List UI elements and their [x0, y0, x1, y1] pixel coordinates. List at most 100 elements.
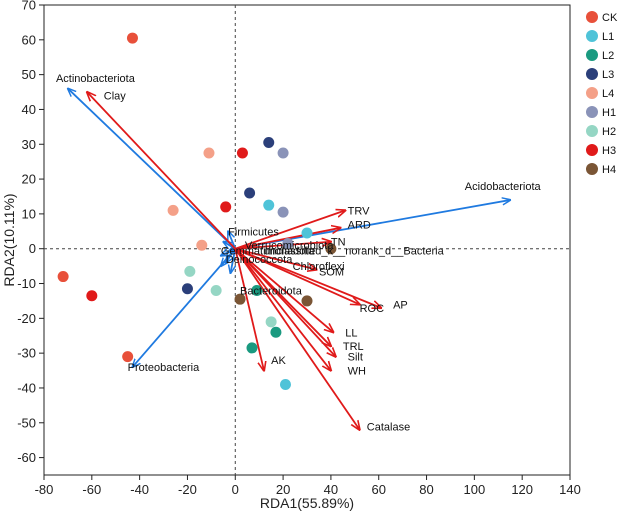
x-tick-label: -80: [35, 482, 54, 497]
sample-point: [282, 237, 294, 249]
x-tick-label: -40: [130, 482, 149, 497]
y-tick-label: 70: [22, 0, 36, 13]
y-tick-label: -40: [17, 380, 36, 395]
vector-label: Verrucomicrobiota: [245, 240, 335, 252]
y-tick-label: 30: [22, 137, 36, 152]
vector-label: ARD: [348, 219, 371, 231]
sample-point: [246, 342, 258, 354]
env-arrow: [235, 247, 316, 270]
vector-label: Proteobacteria: [128, 362, 200, 374]
y-tick-label: -10: [17, 276, 36, 291]
vector-label: Actinobacteriota: [56, 73, 136, 85]
x-tick-label: 40: [324, 482, 338, 497]
y-tick-label: 40: [22, 102, 36, 117]
y-tick-label: -30: [17, 346, 36, 361]
sample-point: [244, 187, 256, 199]
x-tick-label: 80: [419, 482, 433, 497]
y-tick-label: 50: [22, 67, 36, 82]
env-arrow: [234, 248, 335, 357]
sample-point: [203, 147, 215, 159]
y-tick-label: -50: [17, 415, 36, 430]
sample-point: [210, 284, 222, 296]
species-arrow: [132, 248, 236, 367]
legend-label: L1: [602, 31, 614, 43]
legend-label: L2: [602, 50, 614, 62]
vector-label: Chloroflexi: [293, 261, 345, 273]
sample-point: [270, 326, 282, 338]
legend-label: H2: [602, 126, 616, 138]
vector-label: Acidobacteriota: [465, 181, 542, 193]
legend-label: H1: [602, 107, 616, 119]
env-arrow: [234, 248, 333, 333]
legend-label: L3: [602, 69, 614, 81]
x-tick-label: 140: [559, 482, 581, 497]
vector-label: Firmicutes: [228, 226, 279, 238]
legend-marker: [586, 68, 598, 80]
legend-label: L4: [602, 88, 614, 100]
vector-label: WH: [348, 366, 366, 378]
sample-point: [57, 271, 69, 283]
legend-marker: [586, 49, 598, 61]
env-arrow: [234, 248, 264, 371]
vector-label: Silt: [348, 352, 363, 364]
legend-marker: [586, 163, 598, 175]
sample-point: [251, 284, 263, 296]
sample-point: [220, 201, 232, 213]
vector-label: ROC: [360, 303, 385, 315]
env-arrow: [234, 210, 345, 250]
species-arrow: [235, 200, 510, 250]
legend-marker: [586, 11, 598, 23]
legend-marker: [586, 106, 598, 118]
sample-point: [325, 243, 337, 255]
sample-point: [265, 316, 277, 328]
sample-point: [126, 32, 138, 44]
sample-point: [263, 199, 275, 211]
legend-label: CK: [602, 12, 618, 24]
species-arrow: [68, 89, 236, 250]
x-tick-label: -60: [82, 482, 101, 497]
legend-label: H3: [602, 145, 616, 157]
vector-label: Catalase: [367, 421, 410, 433]
y-tick-label: 20: [22, 172, 36, 187]
env-arrow: [234, 248, 331, 371]
sample-point: [277, 147, 289, 159]
species-arrow: [228, 249, 235, 252]
vector-label: TN: [331, 237, 346, 249]
y-tick-label: 10: [22, 206, 36, 221]
vector-label: TRV: [348, 205, 370, 217]
env-arrow: [234, 247, 381, 308]
sample-point: [301, 227, 313, 239]
legend-marker: [586, 30, 598, 42]
env-arrow: [234, 248, 359, 430]
legend-label: H4: [602, 164, 616, 176]
sample-point: [167, 204, 179, 216]
y-tick-label: -60: [17, 450, 36, 465]
vector-label: Gemmatimonadota: [221, 245, 315, 257]
y-tick-label: 0: [29, 241, 36, 256]
vector-label: LL: [345, 327, 357, 339]
x-tick-label: 120: [511, 482, 533, 497]
sample-point: [236, 147, 248, 159]
sample-point: [301, 295, 313, 307]
env-arrow: [87, 92, 236, 250]
vector-label: Bacteroidota: [240, 285, 303, 297]
legend-marker: [586, 125, 598, 137]
vector-label: AP: [393, 299, 408, 311]
vector-label: unclassified_k__norank_d__Bacteria: [264, 245, 445, 257]
x-tick-label: 100: [464, 482, 486, 497]
vector-label: AK: [271, 355, 286, 367]
sample-point: [234, 293, 246, 305]
x-tick-label: 60: [371, 482, 385, 497]
x-tick-label: 0: [232, 482, 239, 497]
x-tick-label: -20: [178, 482, 197, 497]
sample-point: [86, 290, 98, 302]
vector-label: SOM: [319, 266, 344, 278]
x-tick-label: 20: [276, 482, 290, 497]
y-tick-label: 60: [22, 32, 36, 47]
y-tick-label: -20: [17, 311, 36, 326]
x-axis-title: RDA1(55.89%): [260, 495, 354, 511]
sample-point: [122, 351, 134, 363]
vector-label: TRL: [343, 341, 364, 353]
sample-point: [196, 239, 208, 251]
